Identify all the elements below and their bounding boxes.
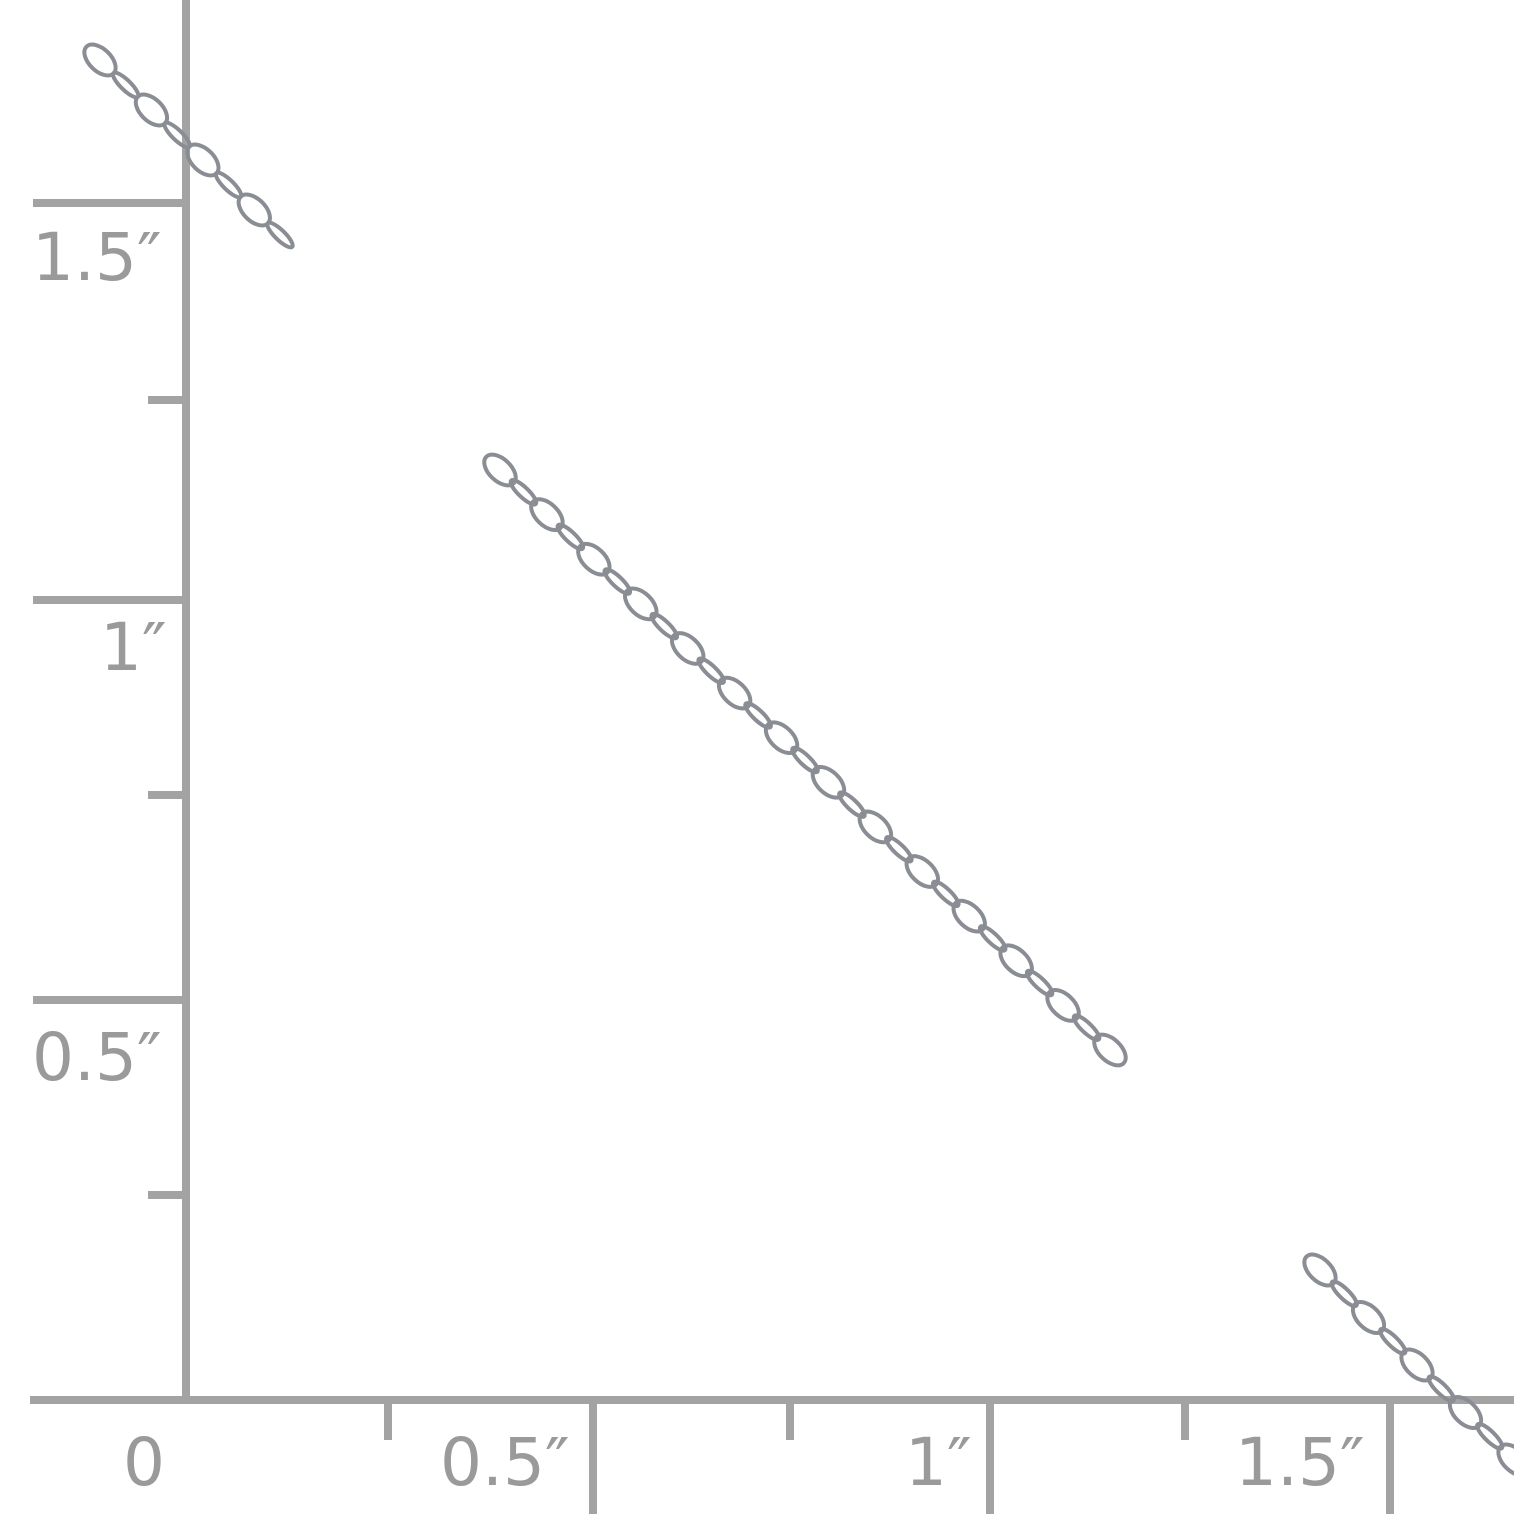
ruler-label-horizontal: 0.5″ [440, 1424, 570, 1501]
chain-link [508, 478, 539, 507]
chain-link [602, 567, 633, 596]
chain-link [743, 701, 773, 730]
chain-link [529, 497, 565, 532]
chain-link [837, 790, 867, 819]
chain [82, 42, 1514, 1478]
chain-link [930, 879, 961, 909]
chain-link [265, 220, 295, 250]
chain-link [1378, 1326, 1408, 1356]
chain-link [623, 586, 659, 622]
chain-link [482, 452, 518, 488]
chain-link [669, 631, 706, 666]
chain-link [1475, 1421, 1505, 1451]
chain-link [1496, 1442, 1514, 1478]
chain-link [1071, 1013, 1102, 1042]
chain-link [1024, 968, 1055, 998]
ruler-label-horizontal: 1″ [905, 1424, 972, 1501]
chain-link [716, 675, 753, 711]
chain-link [977, 924, 1008, 953]
chain-link [763, 720, 800, 756]
ruler-label-vertical: 0.5″ [32, 1019, 162, 1096]
chain-link [555, 522, 586, 552]
chain-link [1092, 1032, 1128, 1068]
chain-link [696, 656, 726, 686]
chain-link [1399, 1347, 1435, 1383]
chain-link [649, 611, 680, 641]
chain-link [576, 541, 612, 577]
ruler-label-horizontal: 0 [123, 1424, 165, 1501]
chain-link [998, 943, 1034, 979]
starfish-charms [357, 242, 1177, 1022]
chain-link [951, 898, 987, 934]
chain-link [1329, 1279, 1359, 1309]
chain-link [1045, 988, 1081, 1023]
ruler [30, 0, 1514, 1514]
chain-link [1426, 1374, 1456, 1404]
chain-link [884, 834, 914, 864]
chain-link [810, 764, 847, 800]
chain-link [904, 854, 941, 889]
chain-link [790, 745, 820, 775]
chain-link [857, 809, 894, 845]
ruler-label-vertical: 1.5″ [32, 219, 162, 296]
ruler-label-horizontal: 1.5″ [1235, 1424, 1365, 1501]
ruler-label-vertical: 1″ [100, 609, 167, 686]
chain-link [1350, 1300, 1387, 1335]
chain-link [1302, 1252, 1338, 1288]
